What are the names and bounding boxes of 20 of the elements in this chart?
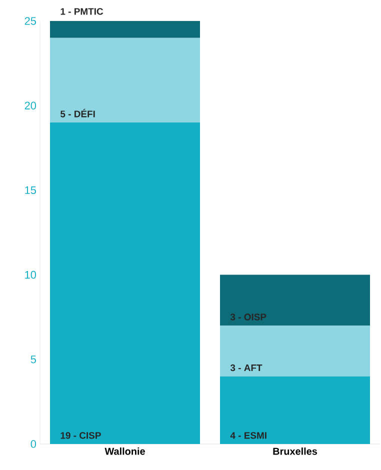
y-tick-label: 5 [30, 356, 36, 364]
bar [50, 38, 200, 123]
data-label: 3 - AFT [230, 364, 262, 372]
bar [220, 326, 370, 376]
bar [220, 274, 370, 326]
x-tick-label: Bruxelles [273, 448, 318, 455]
bar [50, 20, 200, 38]
data-label: 19 - CISP [60, 432, 101, 439]
bar [50, 122, 200, 444]
data-label: 5 - DÉFI [60, 108, 95, 118]
y-tick-label: 20 [24, 102, 36, 110]
data-label: 1 - PMTIC [60, 8, 104, 15]
bar [220, 376, 370, 444]
y-tick-label: 0 [30, 440, 36, 448]
data-label: 4 - ESMI [230, 432, 266, 439]
y-tick-label: 25 [24, 17, 36, 25]
y-tick-label: 15 [25, 186, 36, 194]
data-label: 3 - OISP [230, 314, 266, 320]
x-tick-label: Wallonie [104, 448, 145, 455]
y-tick-label: 10 [25, 270, 36, 279]
